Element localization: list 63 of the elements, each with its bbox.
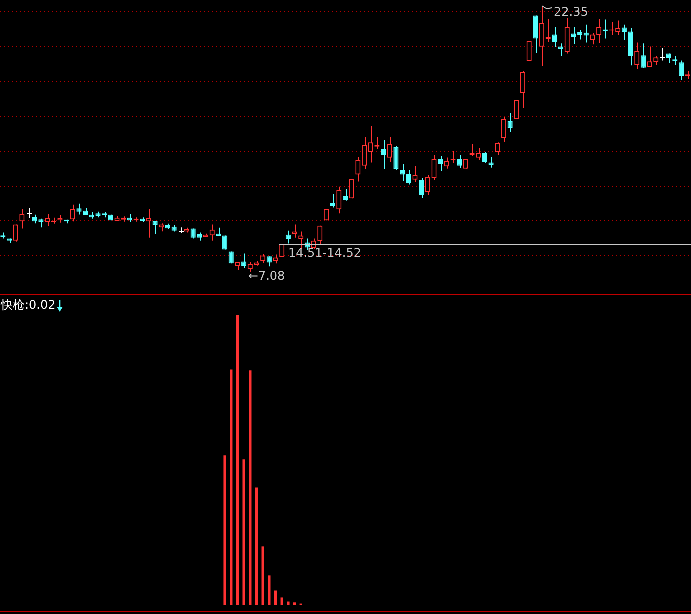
candlestick [640, 43, 646, 70]
candlestick [678, 60, 684, 81]
candlestick [622, 24, 627, 41]
candlestick [152, 220, 158, 236]
candlestick [419, 178, 424, 198]
candlestick [400, 164, 406, 182]
candlestick [628, 28, 634, 66]
candlestick [318, 225, 323, 245]
candlestick [342, 188, 348, 202]
candlestick [70, 204, 76, 222]
candlestick [13, 224, 18, 242]
bar [268, 576, 271, 605]
bar [249, 370, 252, 605]
bar [230, 370, 233, 605]
annotation: 14.51-14.52 [288, 246, 362, 260]
candlestick [432, 154, 437, 181]
candlestick [406, 170, 412, 186]
candlestick [286, 230, 291, 244]
candlestick [564, 18, 570, 54]
candlestick [146, 208, 152, 238]
candlestick [647, 46, 652, 68]
annotation: ←7.08 [248, 269, 286, 284]
candlestick [520, 70, 526, 109]
candlestick [26, 208, 32, 219]
candlestick [526, 40, 532, 62]
candlestick [381, 140, 386, 170]
candlestick [425, 174, 430, 196]
candlestick [457, 154, 462, 169]
bar [236, 315, 240, 605]
annotation: 22.35 [554, 5, 588, 20]
candlestick [476, 148, 482, 161]
candlestick [616, 20, 621, 36]
candlestick [571, 26, 576, 45]
candlestick [330, 193, 336, 208]
candlestick [387, 136, 392, 163]
candlestick [634, 42, 640, 70]
candlestick [242, 253, 247, 269]
candlestick [590, 32, 596, 46]
bar [287, 602, 290, 605]
bar [280, 598, 284, 605]
candlestick [412, 166, 418, 183]
candlestick [336, 186, 342, 214]
bar [262, 546, 264, 605]
candlestick [552, 26, 558, 48]
candlestick [394, 146, 399, 171]
bar [274, 590, 278, 605]
candlestick [444, 157, 450, 170]
candlestick [438, 156, 444, 172]
candlestick [654, 55, 659, 66]
candlestick [470, 144, 475, 157]
candlestick [495, 142, 500, 156]
candlestick [660, 47, 666, 62]
candlestick [596, 18, 602, 44]
chart-title: 快枪:0.02 [1, 297, 56, 314]
candlestick [482, 152, 488, 164]
candlestick [501, 116, 507, 143]
bar [224, 456, 226, 605]
bar [255, 488, 258, 605]
candlestick [508, 112, 513, 133]
candlestick [76, 203, 82, 216]
candlestick [20, 208, 25, 230]
bar [242, 460, 246, 605]
candlestick [533, 15, 538, 54]
